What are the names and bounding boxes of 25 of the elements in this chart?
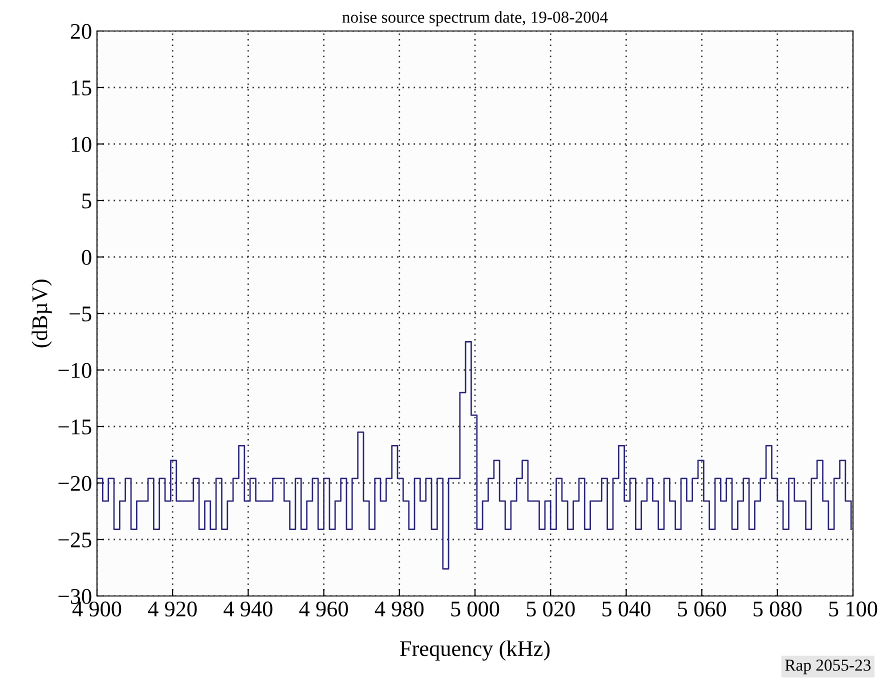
y-tick-label: −5: [70, 306, 92, 322]
y-tick-label: 20: [70, 24, 92, 39]
x-tick-label: 5 060: [678, 602, 726, 616]
x-tick-label: 5 040: [602, 602, 650, 616]
x-tick-label: 4 960: [299, 602, 348, 616]
x-tick-label: 4 920: [148, 602, 197, 616]
x-tick-label: 4 980: [374, 602, 424, 616]
x-tick-label: 5 100: [829, 602, 878, 616]
y-axis-title: (dBµV): [32, 280, 52, 348]
y-tick-label: 10: [72, 136, 92, 152]
y-tick-label: −20: [58, 476, 92, 491]
y-tick-label: 15: [72, 80, 92, 96]
y-tick-label: −15: [58, 420, 92, 434]
chart-title: noise source spectrum date, 19-08-2004: [342, 11, 608, 26]
x-tick-label: 5 080: [754, 602, 802, 616]
x-axis-title: Frequency (kHz): [400, 640, 550, 661]
y-tick-label: 5: [82, 194, 92, 208]
x-tick-label: 5 000: [451, 602, 500, 616]
x-tick-label: 5 020: [526, 602, 575, 616]
text: Rap 2055-23: [785, 660, 871, 674]
y-tick-label: 0: [82, 250, 92, 265]
x-tick-label: 4 940: [224, 602, 272, 616]
y-tick-label: −25: [58, 532, 92, 548]
y-tick-label: −10: [58, 362, 92, 378]
y-tick-label: −30: [58, 588, 92, 604]
